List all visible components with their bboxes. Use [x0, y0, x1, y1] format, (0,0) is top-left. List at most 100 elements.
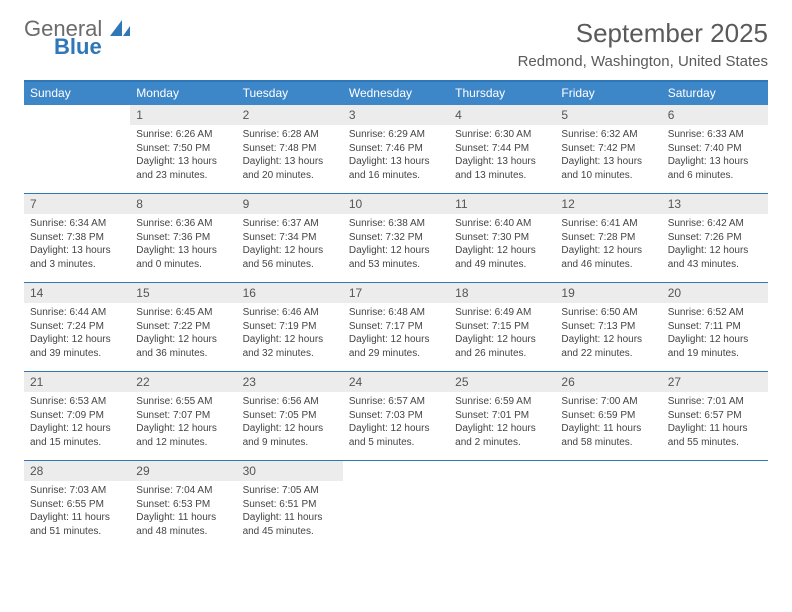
day-cell: 3Sunrise: 6:29 AMSunset: 7:46 PMDaylight… — [343, 105, 449, 193]
sunset-line: Sunset: 7:26 PM — [668, 231, 762, 245]
day-cell: 4Sunrise: 6:30 AMSunset: 7:44 PMDaylight… — [449, 105, 555, 193]
day-body: Sunrise: 6:29 AMSunset: 7:46 PMDaylight:… — [343, 125, 449, 186]
daylight-line: Daylight: 11 hours and 48 minutes. — [136, 511, 230, 538]
day-cell: 16Sunrise: 6:46 AMSunset: 7:19 PMDayligh… — [237, 283, 343, 371]
day-body: Sunrise: 6:49 AMSunset: 7:15 PMDaylight:… — [449, 303, 555, 364]
weekday-saturday: Saturday — [662, 82, 768, 105]
daylight-line: Daylight: 13 hours and 20 minutes. — [243, 155, 337, 182]
sunrise-line: Sunrise: 6:57 AM — [349, 395, 443, 409]
sunset-line: Sunset: 6:55 PM — [30, 498, 124, 512]
day-body: Sunrise: 6:28 AMSunset: 7:48 PMDaylight:… — [237, 125, 343, 186]
sunset-line: Sunset: 7:50 PM — [136, 142, 230, 156]
sunset-line: Sunset: 6:53 PM — [136, 498, 230, 512]
weekday-wednesday: Wednesday — [343, 82, 449, 105]
day-cell: 30Sunrise: 7:05 AMSunset: 6:51 PMDayligh… — [237, 461, 343, 549]
day-number: 21 — [24, 372, 130, 392]
day-cell: 13Sunrise: 6:42 AMSunset: 7:26 PMDayligh… — [662, 194, 768, 282]
daylight-line: Daylight: 11 hours and 58 minutes. — [561, 422, 655, 449]
sunset-line: Sunset: 6:57 PM — [668, 409, 762, 423]
daylight-line: Daylight: 13 hours and 6 minutes. — [668, 155, 762, 182]
day-body: Sunrise: 6:48 AMSunset: 7:17 PMDaylight:… — [343, 303, 449, 364]
day-number: 25 — [449, 372, 555, 392]
daylight-line: Daylight: 12 hours and 32 minutes. — [243, 333, 337, 360]
day-cell: 6Sunrise: 6:33 AMSunset: 7:40 PMDaylight… — [662, 105, 768, 193]
daylight-line: Daylight: 13 hours and 10 minutes. — [561, 155, 655, 182]
day-body: Sunrise: 6:32 AMSunset: 7:42 PMDaylight:… — [555, 125, 661, 186]
sunrise-line: Sunrise: 6:44 AM — [30, 306, 124, 320]
sunset-line: Sunset: 7:15 PM — [455, 320, 549, 334]
daylight-line: Daylight: 12 hours and 43 minutes. — [668, 244, 762, 271]
logo: General Blue — [24, 18, 130, 58]
sunrise-line: Sunrise: 6:37 AM — [243, 217, 337, 231]
day-cell: 9Sunrise: 6:37 AMSunset: 7:34 PMDaylight… — [237, 194, 343, 282]
weekday-header: Sunday Monday Tuesday Wednesday Thursday… — [24, 82, 768, 105]
daylight-line: Daylight: 13 hours and 0 minutes. — [136, 244, 230, 271]
sunset-line: Sunset: 7:19 PM — [243, 320, 337, 334]
day-cell: 25Sunrise: 6:59 AMSunset: 7:01 PMDayligh… — [449, 372, 555, 460]
daylight-line: Daylight: 12 hours and 49 minutes. — [455, 244, 549, 271]
day-body: Sunrise: 6:45 AMSunset: 7:22 PMDaylight:… — [130, 303, 236, 364]
day-cell: 7Sunrise: 6:34 AMSunset: 7:38 PMDaylight… — [24, 194, 130, 282]
sunset-line: Sunset: 7:30 PM — [455, 231, 549, 245]
daylight-line: Daylight: 12 hours and 2 minutes. — [455, 422, 549, 449]
sunset-line: Sunset: 7:05 PM — [243, 409, 337, 423]
day-body: Sunrise: 6:56 AMSunset: 7:05 PMDaylight:… — [237, 392, 343, 453]
sunrise-line: Sunrise: 6:33 AM — [668, 128, 762, 142]
sunrise-line: Sunrise: 6:56 AM — [243, 395, 337, 409]
sunrise-line: Sunrise: 6:45 AM — [136, 306, 230, 320]
daylight-line: Daylight: 11 hours and 51 minutes. — [30, 511, 124, 538]
day-number: 24 — [343, 372, 449, 392]
daylight-line: Daylight: 12 hours and 46 minutes. — [561, 244, 655, 271]
sunrise-line: Sunrise: 6:38 AM — [349, 217, 443, 231]
day-cell: 21Sunrise: 6:53 AMSunset: 7:09 PMDayligh… — [24, 372, 130, 460]
day-body: Sunrise: 7:04 AMSunset: 6:53 PMDaylight:… — [130, 481, 236, 542]
day-body: Sunrise: 6:46 AMSunset: 7:19 PMDaylight:… — [237, 303, 343, 364]
sunrise-line: Sunrise: 6:36 AM — [136, 217, 230, 231]
sunrise-line: Sunrise: 6:48 AM — [349, 306, 443, 320]
daylight-line: Daylight: 13 hours and 23 minutes. — [136, 155, 230, 182]
sunrise-line: Sunrise: 6:26 AM — [136, 128, 230, 142]
day-number: 9 — [237, 194, 343, 214]
day-cell: 28Sunrise: 7:03 AMSunset: 6:55 PMDayligh… — [24, 461, 130, 549]
day-cell: 8Sunrise: 6:36 AMSunset: 7:36 PMDaylight… — [130, 194, 236, 282]
daylight-line: Daylight: 12 hours and 53 minutes. — [349, 244, 443, 271]
sunrise-line: Sunrise: 7:01 AM — [668, 395, 762, 409]
day-number: 8 — [130, 194, 236, 214]
sunrise-line: Sunrise: 7:04 AM — [136, 484, 230, 498]
day-cell: 17Sunrise: 6:48 AMSunset: 7:17 PMDayligh… — [343, 283, 449, 371]
sunrise-line: Sunrise: 6:40 AM — [455, 217, 549, 231]
daylight-line: Daylight: 12 hours and 56 minutes. — [243, 244, 337, 271]
day-body: Sunrise: 6:44 AMSunset: 7:24 PMDaylight:… — [24, 303, 130, 364]
day-cell: 11Sunrise: 6:40 AMSunset: 7:30 PMDayligh… — [449, 194, 555, 282]
sunset-line: Sunset: 7:42 PM — [561, 142, 655, 156]
day-body: Sunrise: 7:00 AMSunset: 6:59 PMDaylight:… — [555, 392, 661, 453]
day-body: Sunrise: 6:59 AMSunset: 7:01 PMDaylight:… — [449, 392, 555, 453]
daylight-line: Daylight: 13 hours and 3 minutes. — [30, 244, 124, 271]
sunrise-line: Sunrise: 7:00 AM — [561, 395, 655, 409]
day-number: 13 — [662, 194, 768, 214]
sunrise-line: Sunrise: 6:50 AM — [561, 306, 655, 320]
day-number: 15 — [130, 283, 236, 303]
day-body: Sunrise: 6:42 AMSunset: 7:26 PMDaylight:… — [662, 214, 768, 275]
sunset-line: Sunset: 7:38 PM — [30, 231, 124, 245]
day-number: 5 — [555, 105, 661, 125]
day-number: 27 — [662, 372, 768, 392]
day-cell: 27Sunrise: 7:01 AMSunset: 6:57 PMDayligh… — [662, 372, 768, 460]
day-cell: 18Sunrise: 6:49 AMSunset: 7:15 PMDayligh… — [449, 283, 555, 371]
calendar-grid: 1Sunrise: 6:26 AMSunset: 7:50 PMDaylight… — [24, 105, 768, 549]
daylight-line: Daylight: 12 hours and 19 minutes. — [668, 333, 762, 360]
day-body: Sunrise: 6:57 AMSunset: 7:03 PMDaylight:… — [343, 392, 449, 453]
sunset-line: Sunset: 7:07 PM — [136, 409, 230, 423]
weekday-sunday: Sunday — [24, 82, 130, 105]
day-cell: 15Sunrise: 6:45 AMSunset: 7:22 PMDayligh… — [130, 283, 236, 371]
weekday-thursday: Thursday — [449, 82, 555, 105]
sunrise-line: Sunrise: 6:42 AM — [668, 217, 762, 231]
day-cell: 5Sunrise: 6:32 AMSunset: 7:42 PMDaylight… — [555, 105, 661, 193]
daylight-line: Daylight: 12 hours and 5 minutes. — [349, 422, 443, 449]
day-cell: 20Sunrise: 6:52 AMSunset: 7:11 PMDayligh… — [662, 283, 768, 371]
day-number: 12 — [555, 194, 661, 214]
day-number: 10 — [343, 194, 449, 214]
sunset-line: Sunset: 7:09 PM — [30, 409, 124, 423]
sunset-line: Sunset: 6:51 PM — [243, 498, 337, 512]
sunrise-line: Sunrise: 6:34 AM — [30, 217, 124, 231]
